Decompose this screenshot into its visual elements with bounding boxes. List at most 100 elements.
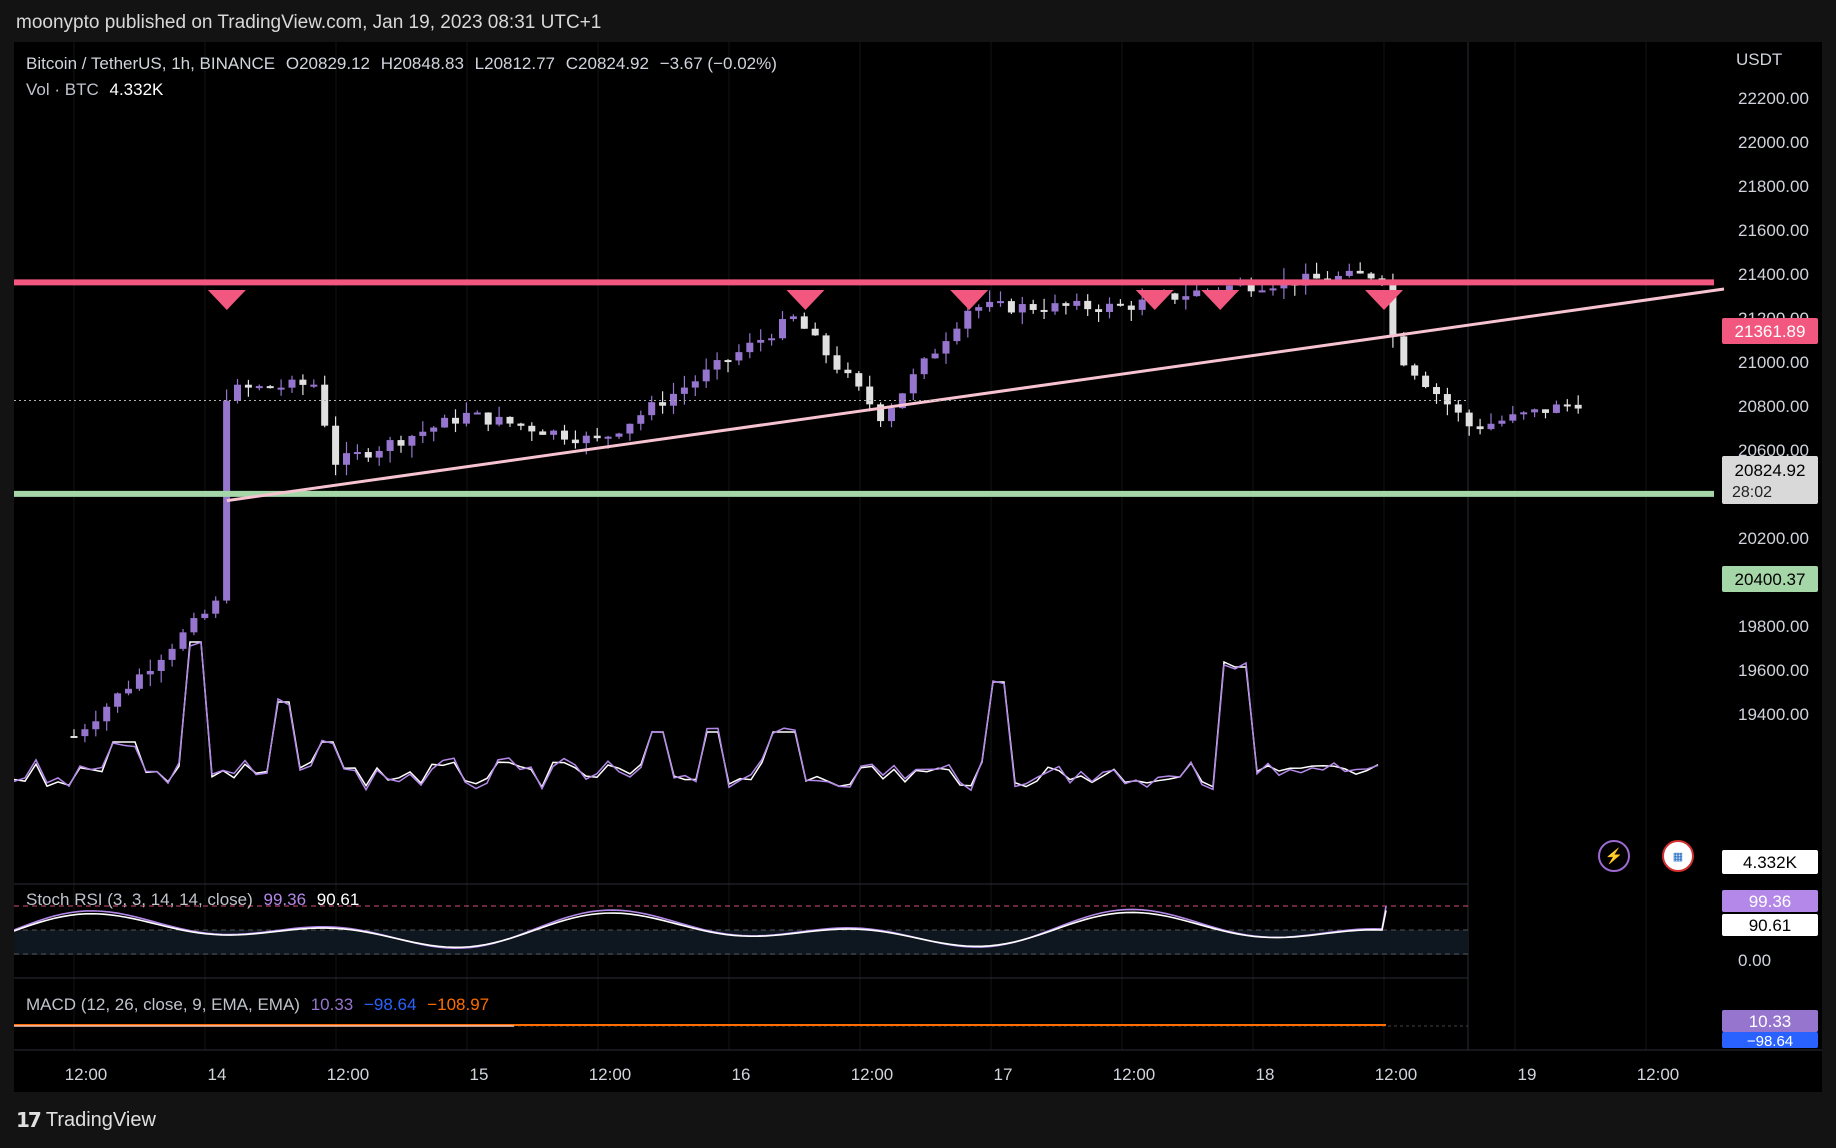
time-tick-label: 14 [208, 1065, 227, 1084]
svg-text:28:02: 28:02 [1732, 484, 1772, 501]
candle-body [157, 659, 165, 671]
candle-body [953, 328, 961, 342]
candle-body [626, 423, 634, 434]
candle-body [419, 431, 427, 436]
candle-body [811, 328, 819, 336]
stoch-zero-tick: 0.00 [1738, 951, 1771, 970]
candle-body [81, 729, 89, 737]
lightning-icon[interactable]: ⚡ [1598, 840, 1630, 872]
candle-body [615, 433, 623, 437]
candle-body [201, 613, 209, 619]
candle-body [680, 387, 688, 394]
candle-body [648, 402, 656, 416]
volume-value: 4.332K [109, 80, 164, 99]
stoch-label[interactable]: Stoch RSI (3, 3, 14, 14, close) [26, 890, 253, 909]
candle-body [1040, 309, 1048, 312]
candle-body [1389, 280, 1397, 337]
time-tick-label: 12:00 [65, 1065, 108, 1084]
time-tick-label: 12:00 [589, 1065, 632, 1084]
candle-body [528, 425, 536, 432]
candle-body [1084, 300, 1092, 310]
stoch-d-line [14, 910, 1387, 949]
price-chart-svg[interactable]: 22200.00 22000.00 21800.00 21600.00 21400.00… [14, 42, 1822, 1092]
sell-marker [1135, 290, 1174, 310]
sell-markers [207, 290, 1403, 310]
candle-body [168, 648, 176, 660]
candle-body [1029, 304, 1037, 310]
candle-body [310, 384, 318, 387]
us-flag-icon[interactable]: ▦ [1662, 840, 1694, 872]
candle-body [397, 440, 405, 446]
top-bar: moonypto published on TradingView.com, J… [0, 0, 1836, 42]
price-tick-label: 20800.00 [1738, 397, 1809, 416]
volume-label[interactable]: Vol · BTC [26, 80, 99, 99]
volume-line-purple [14, 641, 1379, 792]
candle-body [114, 693, 122, 707]
volume-legend: Vol · BTC 4.332K [26, 80, 169, 100]
stoch-k-value: 99.36 [263, 890, 307, 909]
candle-body [1542, 409, 1549, 413]
candle-body [659, 402, 667, 406]
candle-body [571, 439, 579, 444]
candle-body [1531, 409, 1539, 413]
candle-body [888, 408, 895, 422]
price-axis[interactable]: 22200.00 22000.00 21800.00 21600.00 21400.00… [1738, 89, 1809, 724]
candle-body [975, 307, 983, 311]
candle-body [1563, 404, 1571, 407]
candle-body [1313, 273, 1321, 279]
candle-body [877, 404, 885, 422]
price-tick-label: 20600.00 [1738, 441, 1809, 460]
candle-body [800, 316, 808, 329]
sell-marker [1201, 290, 1240, 310]
candle-body [495, 416, 503, 425]
resistance-badge: 21361.89 [1722, 318, 1818, 344]
symbol-name[interactable]: Bitcoin / TetherUS, 1h, BINANCE [26, 54, 276, 73]
candle-body [779, 319, 786, 339]
publish-info: moonypto published on TradingView.com, J… [16, 12, 602, 33]
time-tick-label: 12:00 [1375, 1065, 1418, 1084]
candle-body [125, 688, 132, 694]
candle-body [1182, 296, 1190, 300]
candle-body [1356, 270, 1364, 274]
candle-body [1498, 420, 1506, 424]
candle-body [550, 430, 558, 435]
candle-body [441, 417, 449, 428]
sell-marker [207, 290, 246, 310]
candle-body [1345, 270, 1353, 276]
tradingview-logo[interactable]: 17 TradingView [16, 1108, 156, 1132]
chart-frame[interactable]: 22200.00 22000.00 21800.00 21600.00 21400.00… [14, 42, 1822, 1092]
candle-body [637, 415, 645, 424]
candle-body [997, 301, 1004, 304]
candle-body [855, 373, 863, 387]
candle-body [844, 369, 852, 374]
time-tick-label: 12:00 [1113, 1065, 1156, 1084]
macd-label[interactable]: MACD (12, 26, close, 9, EMA, EMA) [26, 995, 300, 1014]
stoch-d-badge: 90.61 [1722, 914, 1818, 936]
price-tick-label: 20200.00 [1738, 529, 1809, 548]
ascending-trendline[interactable] [226, 287, 1725, 503]
candle-body [931, 353, 939, 359]
candle-body [473, 412, 481, 415]
svg-text:99.36: 99.36 [1749, 892, 1792, 911]
candle-body [1225, 285, 1233, 291]
candle-body [898, 393, 906, 409]
svg-text:−98.64: −98.64 [1747, 1033, 1793, 1050]
macd-signal-value: −108.97 [427, 995, 490, 1014]
candle-body [833, 355, 841, 370]
candle-body [343, 453, 350, 465]
candle-body [1007, 301, 1015, 313]
candle-body [234, 384, 241, 401]
candle-body [190, 618, 198, 633]
stoch-legend: Stoch RSI (3, 3, 14, 14, close) 99.36 90… [26, 890, 365, 910]
time-axis[interactable]: 12:00 14 12:00 15 12:00 16 12:00 17 12:00 18 12:00… [65, 1065, 1680, 1084]
sell-marker [950, 290, 989, 310]
volume-line-white [14, 641, 1379, 789]
candle-body [255, 386, 263, 389]
candle-body [1127, 305, 1135, 310]
tradingview-logo-icon: 17 [16, 1108, 42, 1132]
candle-body [746, 342, 754, 353]
ohlc-close: C20824.92 [565, 54, 649, 73]
candle-body [1334, 275, 1342, 282]
candle-body [1422, 375, 1430, 388]
candle-body [604, 436, 612, 439]
